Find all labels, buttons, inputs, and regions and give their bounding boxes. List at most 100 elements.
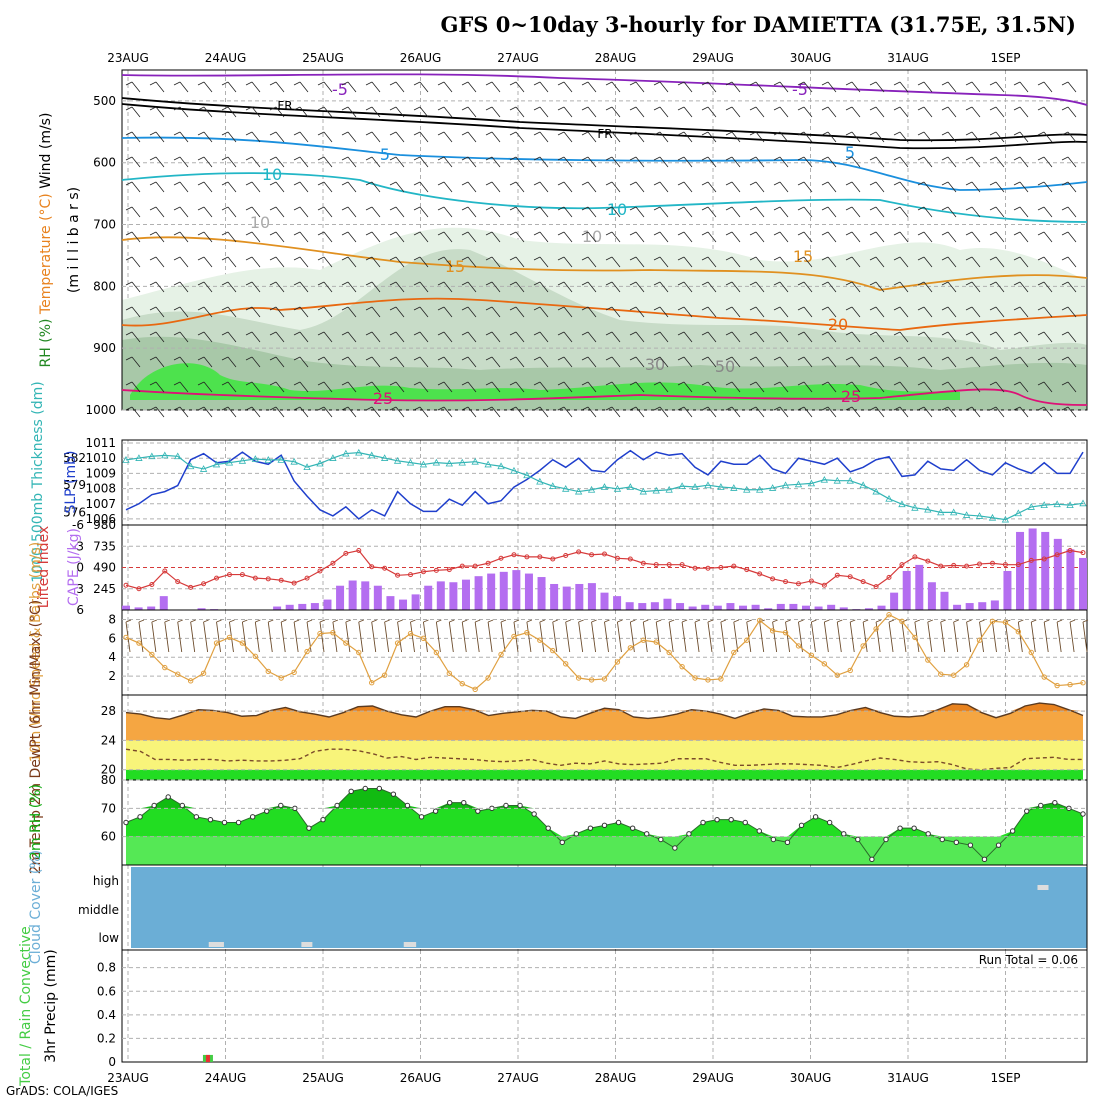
rh-ylabel: 2m RH (%) [28,784,44,860]
slp-tick-label: 1008 [85,482,116,496]
wind-barb [677,81,693,93]
thickness-ylabel: 1000-500mb Thickness (dm) [30,381,46,582]
wind-barb [293,231,309,243]
wind-barb [581,256,597,268]
wind-barb [149,156,165,168]
wind-barb [893,306,909,318]
wind-barb [653,356,669,368]
temp-line [125,702,1084,720]
precip-ylabel2: Total / Rain Convective [18,926,34,1087]
wind-barb [1013,206,1029,218]
wind-barb [893,131,909,143]
wind-barb [293,256,309,268]
thickness-point [355,448,363,456]
wind-barb [293,356,309,368]
wind-barb [629,281,645,293]
thickness-point [937,508,945,516]
wind-speed-point [705,677,711,683]
wind-barb [293,81,309,93]
contour-label: 15 [445,257,465,276]
wind-speed-point [847,667,853,674]
wind-barb [173,156,189,168]
wind-barb [965,106,981,118]
cape-bar [298,603,307,610]
cloud-ylabel: Cloud Cover (%) [28,850,44,964]
wind-barb [245,181,261,193]
wind-barb [581,356,597,368]
thickness-point [277,456,285,463]
li-point [330,560,336,566]
thickness-point [523,471,531,479]
date-tick-label: 24AUG [205,1071,247,1085]
wind-barb-10m [319,619,326,653]
wind-barb [533,381,549,393]
cape-ylabel-part: CAPE (J/kg) [66,528,82,606]
wind-barb [365,131,381,143]
contour-label: FR [597,127,612,141]
li-point [692,565,698,571]
li-point [614,555,620,561]
wind-barb [413,181,429,193]
wind-barb [677,331,693,343]
wind-barb-10m [785,619,791,653]
thickness-point [225,458,234,466]
wind-barb [941,156,957,168]
wind-barb-10m [707,619,714,653]
thickness-point [1001,515,1010,523]
li-point [1054,552,1060,558]
thickness-line [125,452,1084,521]
wind-barb [461,156,477,168]
date-tick-label: 30AUG [790,1071,832,1085]
date-tick-label: 27AUG [497,1071,539,1085]
wind-barb-10m [1030,619,1037,653]
wind-speed-point [524,629,530,636]
wind-barb [509,81,525,93]
wind-barb-10m [229,619,235,653]
wind-barb [365,281,381,293]
wind-barb [341,331,357,343]
cape-bar [562,586,571,610]
wind-barb [989,131,1005,143]
wind-barb [725,231,741,243]
wind-barb [269,256,285,268]
wind-barb [605,356,621,368]
temp-tick-label: 24 [101,733,116,747]
contour-label: 10 [607,200,627,219]
wind-barb [365,306,381,318]
wind-barb [437,231,453,243]
isotherm-line [121,172,1088,223]
wind-barb [197,81,213,93]
wind-barb [269,81,285,93]
wind-barb [389,81,405,93]
wind-barb-10m [1017,619,1024,653]
wind-barb [893,281,909,293]
wind-barb [629,331,645,343]
wind-barb [701,181,717,193]
cape-bar [978,602,987,610]
wind-barb [293,181,309,193]
cape-tick-label: 980 [93,518,116,532]
wind-barb [797,156,813,168]
thickness-point [768,484,777,491]
thickness-point [303,463,311,471]
wind-speed-point [950,672,957,678]
wind-barb [869,181,885,193]
wind-speed-point [291,669,297,676]
temp-band-yellow [126,740,1083,770]
thickness-point [380,454,389,461]
wind-barb [365,231,381,243]
temp-ylabel-part: 2m Temp 2m DewPt (6hr Min/Max) (°C) [28,600,44,875]
precip-tick-label: 0.2 [97,1031,116,1045]
wind-barb [605,381,621,393]
rh-point [911,825,917,831]
rh-point [531,811,537,817]
wind-barb [1061,381,1077,393]
wind-barb [1037,131,1053,143]
wind-barb [437,306,453,318]
wind-barb [917,306,933,318]
wind-barb [533,156,549,168]
wind-barb [893,356,909,368]
wind-barb [389,406,405,418]
wind-barb [629,206,645,218]
wind-barb [461,256,477,268]
